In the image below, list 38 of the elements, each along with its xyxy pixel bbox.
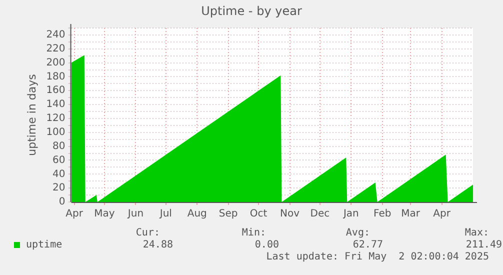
text: 24.88 xyxy=(142,240,173,251)
x-tick-label: Sep xyxy=(218,208,238,220)
text: Min: xyxy=(242,228,266,239)
y-tick-label: 120 xyxy=(46,113,66,124)
text: 62.77 xyxy=(352,240,383,251)
x-tick-label: Apr xyxy=(433,208,452,220)
x-tick-label: Oct xyxy=(250,208,268,220)
y-tick-label: 240 xyxy=(46,30,66,41)
text: Cur: xyxy=(136,228,160,239)
text: Max: xyxy=(464,228,489,239)
x-tick-label: Jul xyxy=(158,208,172,220)
text: 0.00 xyxy=(254,240,279,251)
y-tick-label: 0 xyxy=(58,196,66,208)
y-tick-label: 200 xyxy=(46,57,66,68)
y-axis-title: uptime in days xyxy=(25,74,38,156)
text: Avg: xyxy=(346,228,370,239)
x-tick-label: Feb xyxy=(374,208,392,220)
chart-title: Uptime - by year xyxy=(201,4,302,18)
x-tick-label: Dec xyxy=(310,208,330,220)
legend-label: uptime xyxy=(26,240,62,251)
y-tick-label: 180 xyxy=(46,71,66,82)
x-tick-label: Nov xyxy=(280,208,300,220)
y-tick-label: 140 xyxy=(46,99,66,110)
y-tick-label: 20 xyxy=(52,182,66,194)
x-tick-label: Jan xyxy=(342,208,359,220)
y-tick-label: 40 xyxy=(52,168,66,180)
x-tick-label: Mar xyxy=(401,208,421,220)
y-tick-label: 60 xyxy=(52,154,66,166)
x-tick-label: Apr xyxy=(66,208,84,220)
x-tick-label: Aug xyxy=(187,208,207,220)
x-tick-label: Jun xyxy=(126,208,144,220)
y-tick-label: 220 xyxy=(46,43,66,54)
text: Last update: Fri May 2 02:00:04 2025 xyxy=(266,252,489,263)
y-tick-label: 80 xyxy=(52,140,66,152)
y-tick-label: 160 xyxy=(46,85,66,96)
x-tick-label: May xyxy=(94,208,115,220)
text: 211.49 xyxy=(466,240,502,251)
y-tick-label: 100 xyxy=(46,126,66,138)
